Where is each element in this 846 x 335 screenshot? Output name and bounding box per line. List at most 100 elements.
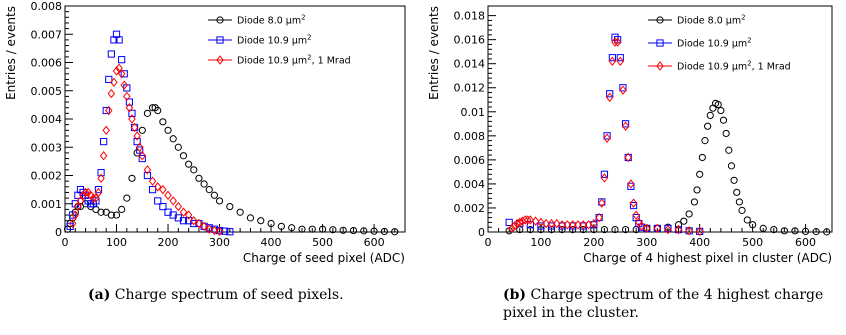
data-point xyxy=(685,226,693,236)
data-point xyxy=(112,30,121,38)
chart-b-group: 0 0.002 0.004 0.006 0.008 0.01 0.012 0.014 0.016… xyxy=(427,5,833,265)
data-point xyxy=(125,102,134,113)
x-tick-label: 0 xyxy=(62,236,69,249)
caption-a-label: (a) xyxy=(88,287,111,303)
data-point xyxy=(510,221,519,231)
data-point xyxy=(135,142,144,152)
data-point xyxy=(719,116,728,124)
data-point xyxy=(117,69,126,79)
data-point xyxy=(558,225,566,234)
data-point xyxy=(89,193,98,203)
data-point xyxy=(608,54,616,62)
data-point xyxy=(107,50,115,58)
data-point xyxy=(76,196,85,206)
data-point xyxy=(138,151,147,161)
data-point xyxy=(81,187,90,198)
data-point xyxy=(110,36,118,44)
data-point xyxy=(125,98,133,106)
data-point xyxy=(190,215,198,226)
data-point xyxy=(100,138,108,146)
data-point xyxy=(79,190,87,200)
data-point xyxy=(542,218,550,229)
legend-marker xyxy=(656,16,664,24)
data-point xyxy=(349,226,358,235)
x-axis-label: Charge of seed pixel (ADC) xyxy=(243,251,405,265)
data-point xyxy=(148,186,157,194)
data-point xyxy=(159,118,167,126)
data-point xyxy=(574,220,582,230)
data-point xyxy=(619,85,627,95)
data-point xyxy=(298,225,306,233)
data-point xyxy=(568,220,577,230)
series-circle xyxy=(505,99,831,236)
data-point xyxy=(690,198,699,206)
data-point xyxy=(110,77,118,87)
data-point xyxy=(130,122,139,133)
data-point xyxy=(622,225,630,234)
data-point xyxy=(608,56,617,67)
data-point xyxy=(738,206,746,214)
data-point xyxy=(701,137,709,145)
y-axis-label: Entries / events xyxy=(427,6,441,100)
x-tick-label: 600 xyxy=(795,236,816,249)
y-tick-label: 0.001 xyxy=(31,198,63,211)
legend-marker xyxy=(216,36,224,44)
legend-marker xyxy=(216,16,224,24)
data-point xyxy=(102,106,110,115)
y-tick-label: 0.016 xyxy=(454,34,486,47)
data-point xyxy=(579,220,588,230)
y-tick-label: 0.005 xyxy=(31,85,63,98)
data-point xyxy=(190,166,198,174)
data-point xyxy=(164,126,172,134)
data-point xyxy=(200,180,208,188)
data-point xyxy=(735,198,743,206)
data-point xyxy=(553,218,561,229)
data-point xyxy=(526,225,534,234)
legend-marker xyxy=(656,39,664,47)
data-point xyxy=(600,225,609,234)
data-point xyxy=(606,90,614,98)
data-point xyxy=(547,218,556,229)
data-point xyxy=(749,221,757,229)
data-point xyxy=(257,217,265,225)
data-point xyxy=(195,218,203,229)
data-point xyxy=(120,80,128,90)
data-point xyxy=(611,225,619,234)
caption-a: (a) Charge spectrum of seed pixels. xyxy=(88,286,344,304)
data-point xyxy=(94,186,103,194)
data-point xyxy=(246,214,255,222)
data-point xyxy=(130,123,139,132)
data-point xyxy=(685,210,693,218)
data-point xyxy=(138,126,146,134)
data-point xyxy=(693,186,701,194)
x-tick-label: 400 xyxy=(261,236,282,249)
data-point xyxy=(722,129,730,138)
data-point xyxy=(595,213,603,222)
plot-frame xyxy=(487,5,833,233)
data-point xyxy=(523,215,532,225)
data-point xyxy=(632,210,640,220)
data-point xyxy=(154,197,162,205)
data-point xyxy=(505,218,513,226)
data-point xyxy=(730,176,738,184)
series-circle xyxy=(63,104,399,236)
data-point xyxy=(674,221,683,229)
data-point xyxy=(107,88,116,99)
data-point xyxy=(743,216,751,224)
y-tick-label: 0.002 xyxy=(454,202,486,215)
x-tick-label: 300 xyxy=(636,236,657,249)
data-point xyxy=(210,225,219,236)
data-point xyxy=(521,215,529,225)
data-point xyxy=(706,111,714,119)
data-point xyxy=(236,208,244,216)
y-tick-label: 0.014 xyxy=(454,58,486,71)
data-point xyxy=(629,201,638,210)
y-tick-label: 0 xyxy=(478,226,485,239)
chart-a-group: 0 0.001 0.002 0.003 0.004 0.005 0.006 0.007 0.00… xyxy=(4,0,406,265)
data-point xyxy=(115,36,123,44)
data-point xyxy=(619,84,627,92)
data-point xyxy=(169,135,177,143)
data-point xyxy=(791,227,799,235)
data-point xyxy=(526,221,534,229)
data-point xyxy=(148,176,157,186)
